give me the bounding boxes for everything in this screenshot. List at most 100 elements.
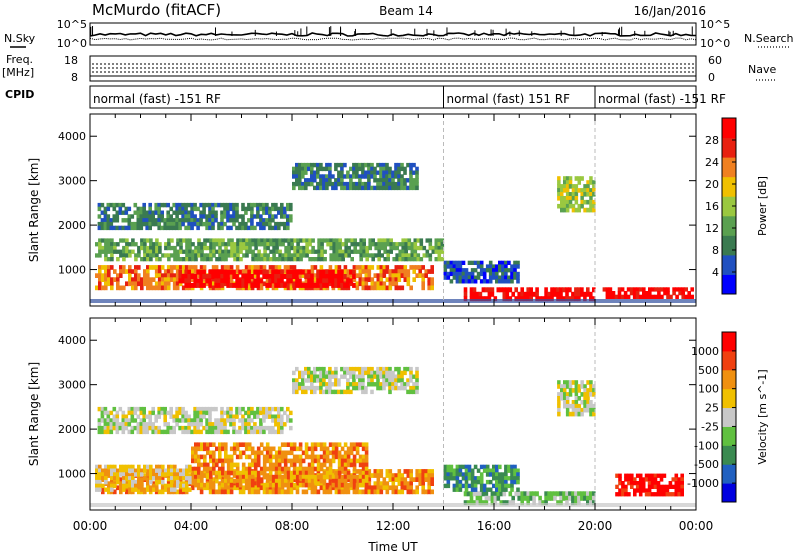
data-cell [355,382,359,387]
data-cell [119,249,123,254]
data-cell [124,422,129,427]
data-cell [278,242,282,247]
data-cell [376,281,381,287]
data-cell [337,458,342,464]
data-cell [292,446,297,452]
data-cell [152,245,156,251]
data-cell [657,291,661,296]
data-cell [194,245,198,251]
data-cell [277,478,282,484]
data-cell [184,202,188,208]
data-cell [266,242,270,247]
data-cell [178,269,182,275]
data-cell [385,269,390,274]
data-cell [589,176,593,181]
data-cell [98,472,102,477]
data-cell [388,178,392,183]
data-cell [464,271,469,277]
data-cell [413,242,418,247]
data-cell [370,170,374,175]
data-cell [173,245,177,251]
data-cell [97,202,102,208]
data-cell [238,482,243,488]
data-cell [430,277,434,282]
data-cell [344,238,348,243]
data-cell [665,492,670,497]
data-cell [358,474,363,480]
data-cell [95,476,99,481]
data-cell [400,285,405,291]
data-cell [274,489,279,495]
data-cell [412,277,416,282]
data-cell [386,253,390,258]
nsky-top-tick: 10^5 [57,18,87,31]
data-cell [463,500,468,506]
data-cell [492,468,496,473]
data-cell [449,472,454,477]
data-cell [310,470,315,476]
data-cell [307,474,312,480]
data-cell [583,207,587,213]
data-cell [338,257,342,262]
data-cell [338,245,342,251]
data-cell [346,389,350,395]
data-cell [304,282,308,288]
data-cell [409,265,413,270]
data-cell [145,425,149,431]
data-cell [145,429,149,435]
data-cell [98,281,102,287]
data-cell [142,414,146,419]
data-cell [580,203,584,209]
data-cell [203,446,207,452]
data-cell [382,366,386,372]
data-cell [121,429,126,435]
data-cell [532,495,536,501]
data-cell [185,253,189,258]
data-cell [379,273,384,278]
data-cell [253,473,258,478]
data-cell [298,185,302,191]
data-cell [110,468,114,473]
data-cell [119,238,123,243]
data-cell [137,479,141,485]
data-cell [146,464,150,470]
data-cell [209,238,213,243]
data-cell [492,264,496,269]
data-cell [226,454,231,460]
data-cell [510,476,514,481]
data-cell [308,238,312,243]
data-cell [404,245,408,251]
data-cell [233,249,237,254]
data-cell [289,218,293,223]
data-cell [175,410,179,416]
data-cell [388,166,392,172]
data-cell [346,378,350,383]
data-cell [226,214,230,219]
data-cell [110,476,114,481]
data-cell [137,464,141,470]
data-cell [286,218,290,223]
data-cell [319,174,323,179]
freq-unit-label: [MHz] [2,66,34,79]
data-cell [163,406,167,412]
data-cell [200,482,204,488]
data-cell [470,260,475,265]
data-cell [268,466,273,472]
nsearch-line [89,37,697,41]
data-cell [166,210,170,215]
data-cell [440,249,445,254]
data-cell [361,370,365,376]
data-cell [340,466,345,472]
data-cell [253,282,257,288]
data-cell [130,410,135,416]
data-cell [507,483,511,489]
data-cell [127,406,132,412]
data-cell [382,181,386,187]
data-cell [386,238,390,243]
data-cell [605,291,610,296]
data-cell [310,269,315,274]
data-cell [128,265,132,270]
data-cell [669,294,673,299]
data-cell [134,479,138,485]
data-cell [158,479,162,485]
